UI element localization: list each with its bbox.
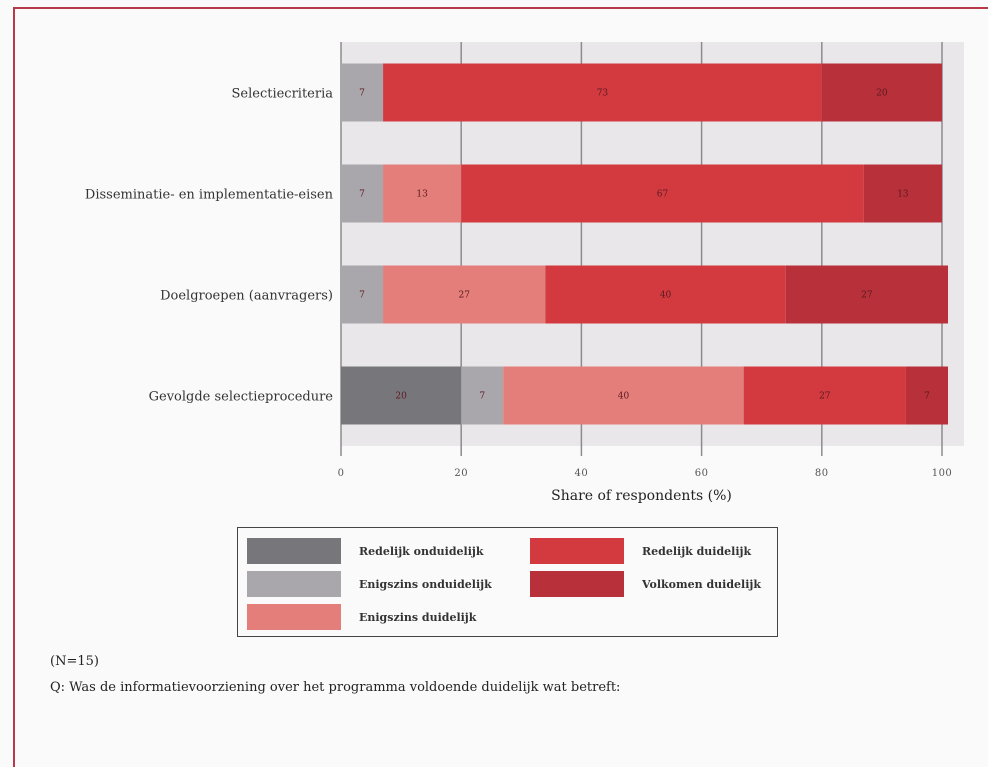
- x-tick-label: 20: [454, 468, 468, 479]
- bar-segment: [461, 164, 864, 223]
- bar-segment: [503, 366, 744, 425]
- bar-segment: [821, 63, 942, 122]
- bar-segment: [341, 63, 384, 122]
- category-label: Selectiecriteria: [232, 87, 334, 102]
- bar-value-label: 7: [359, 89, 365, 99]
- bar-segment: [383, 164, 462, 223]
- bar-segment: [545, 265, 786, 324]
- bar-value-label: 27: [861, 291, 873, 301]
- bar-segment: [743, 366, 906, 425]
- bar-value-label: 27: [458, 291, 470, 301]
- x-tick-label: 80: [815, 468, 829, 479]
- bar-segment: [341, 265, 384, 324]
- bar-value-label: 7: [359, 190, 365, 200]
- legend-label: Volkomen duidelijk: [642, 577, 761, 591]
- legend-swatch: [530, 571, 624, 597]
- legend-label: Redelijk onduidelijk: [359, 544, 484, 558]
- legend-item-enigszins-onduidelijk: Enigszins onduidelijk: [247, 571, 492, 597]
- x-tick-label: 0: [338, 468, 345, 479]
- x-axis-title: Share of respondents (%): [551, 488, 732, 504]
- x-tick-label: 100: [932, 468, 953, 479]
- bar-value-label: 20: [876, 89, 888, 99]
- bar-segment: [785, 265, 949, 324]
- legend-label: Redelijk duidelijk: [642, 544, 752, 558]
- bar-value-label: 40: [660, 291, 672, 301]
- bar-segment: [383, 265, 546, 324]
- bar-value-label: 7: [359, 291, 365, 301]
- bar-segment: [461, 366, 504, 425]
- bar-value-label: 13: [897, 190, 909, 200]
- legend-item-redelijk-duidelijk: Redelijk duidelijk: [530, 538, 751, 564]
- legend-item-volkomen-duidelijk: Volkomen duidelijk: [530, 571, 761, 597]
- category-label: Disseminatie- en implementatie-eisen: [85, 188, 334, 203]
- category-label: Gevolgde selectieprocedure: [149, 390, 334, 405]
- legend-swatch: [247, 604, 341, 630]
- bar-value-label: 13: [416, 190, 428, 200]
- legend-swatch: [247, 538, 341, 564]
- legend-swatch: [530, 538, 624, 564]
- bar-value-label: 20: [395, 392, 407, 402]
- bar-value-label: 7: [924, 392, 930, 402]
- sample-size-note: (N=15): [50, 654, 99, 669]
- legend-label: Enigszins onduidelijk: [359, 577, 492, 591]
- legend-item-enigszins-duidelijk: Enigszins duidelijk: [247, 604, 476, 630]
- bar-segment: [383, 63, 822, 122]
- category-label: Doelgroepen (aanvragers): [160, 289, 333, 304]
- bar-value-label: 40: [618, 392, 630, 402]
- bar-segment: [905, 366, 949, 425]
- x-tick-label: 40: [575, 468, 589, 479]
- bar-value-label: 27: [819, 392, 831, 402]
- bar-value-label: 7: [479, 392, 485, 402]
- figure-frame: [13, 7, 988, 767]
- bar-segment: [341, 164, 384, 223]
- bar-value-label: 73: [597, 89, 609, 99]
- x-tick-label: 60: [695, 468, 709, 479]
- bar-value-label: 67: [657, 190, 669, 200]
- legend-item-redelijk-onduidelijk: Redelijk onduidelijk: [247, 538, 483, 564]
- bar-segment: [863, 164, 942, 223]
- bar-segment: [341, 366, 462, 425]
- legend-swatch: [247, 571, 341, 597]
- legend: Redelijk onduidelijk Enigszins onduideli…: [237, 527, 778, 637]
- question-note: Q: Was de informatievoorziening over het…: [50, 680, 621, 695]
- legend-label: Enigszins duidelijk: [359, 610, 477, 624]
- stacked-bar-chart: 0 20 40 60 80 100 7 73 20 Selectiecriteria 7 13 67 13…: [85, 42, 964, 504]
